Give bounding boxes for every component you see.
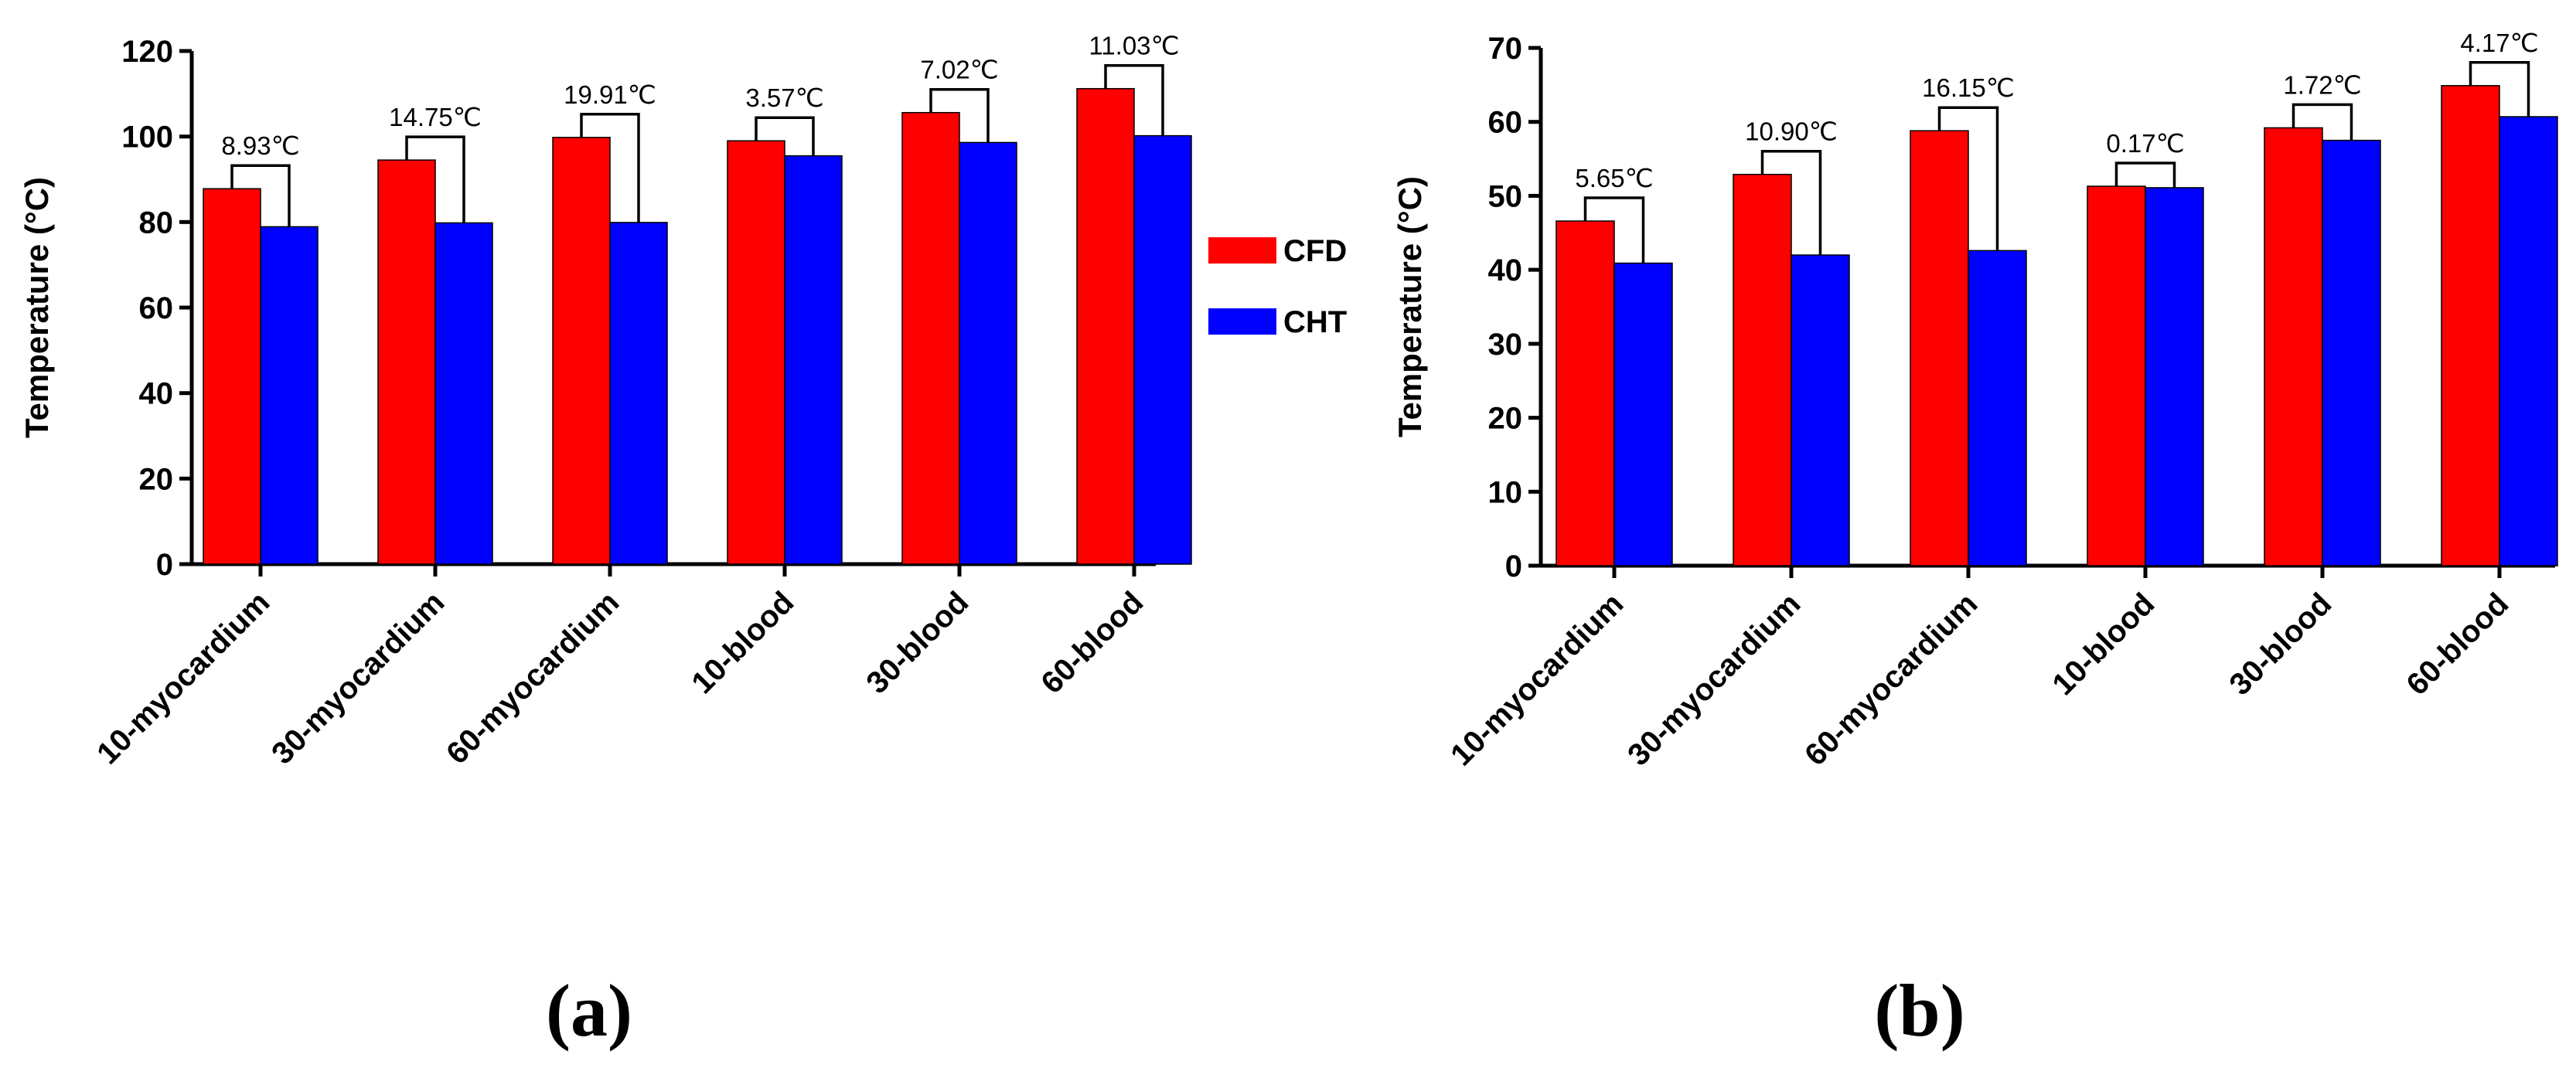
bar-cht <box>2145 187 2204 566</box>
y-tick-label: 120 <box>121 35 173 69</box>
bar-cfd <box>1076 87 1135 565</box>
panel-label-b: (b) <box>1874 969 1964 1052</box>
y-tick-label: 100 <box>121 121 173 155</box>
difference-label: 16.15℃ <box>1922 73 2015 102</box>
difference-bracket <box>1104 63 1164 136</box>
y-tick-label: 20 <box>139 462 174 496</box>
y-axis-label: Temperature (°C) <box>19 177 55 438</box>
legend: CFD CHT <box>1208 234 1347 339</box>
x-category-label: 10-myocardium <box>90 585 276 770</box>
chart-a: 0 20 40 60 80 100 120 Temperature (°C) 8.93℃ 10-m… <box>19 32 1192 770</box>
y-tick-label: 60 <box>1488 106 1523 140</box>
difference-bracket <box>230 164 291 227</box>
y-tick-label: 0 <box>1505 549 1522 583</box>
difference-bracket <box>1760 149 1822 255</box>
difference-label: 10.90℃ <box>1745 117 1838 146</box>
legend-label-cht: CHT <box>1283 305 1347 339</box>
bar-cht <box>260 226 319 565</box>
difference-bracket <box>2114 162 2176 188</box>
bar-cht <box>2322 139 2381 566</box>
bar-cht <box>959 141 1017 565</box>
difference-label: 14.75℃ <box>389 103 482 131</box>
difference-bracket <box>580 113 640 223</box>
legend-swatch-cht <box>1208 308 1276 335</box>
panel-label-a: (a) <box>546 969 632 1052</box>
bar-cht <box>1613 262 1673 566</box>
bar-cfd <box>2087 185 2146 566</box>
x-category-label: 30-blood <box>2223 587 2338 702</box>
difference-label: 5.65℃ <box>1575 164 1653 192</box>
difference-label: 0.17℃ <box>2106 129 2184 158</box>
difference-label: 11.03℃ <box>1089 32 1179 60</box>
y-tick-label: 70 <box>1488 32 1523 66</box>
legend-label-cfd: CFD <box>1283 234 1347 268</box>
x-category-label: 10-myocardium <box>1444 587 1630 772</box>
y-axis-label: Temperature (°C) <box>1392 176 1428 437</box>
y-tick-label: 50 <box>1488 179 1523 213</box>
difference-bracket <box>2469 61 2530 117</box>
bar-cfd <box>377 159 436 565</box>
bar-cht <box>1968 250 2027 566</box>
bar-cht <box>1133 134 1192 565</box>
x-category-label: 60-myocardium <box>440 585 625 770</box>
difference-bracket <box>1583 196 1645 264</box>
y-tick-label: 20 <box>1488 402 1523 436</box>
x-category-label: 60-myocardium <box>1798 587 1984 772</box>
y-tick-label: 0 <box>156 548 173 582</box>
difference-bracket <box>405 135 465 223</box>
difference-label: 7.02℃ <box>920 56 998 84</box>
bar-cfd <box>1733 173 1792 566</box>
bar-cht <box>784 155 843 565</box>
difference-bracket <box>2291 103 2353 141</box>
y-tick-label: 10 <box>1488 475 1523 509</box>
y-tick-label: 80 <box>139 206 174 240</box>
legend-swatch-cfd <box>1208 237 1276 264</box>
chart-b: 0 10 20 30 40 50 60 70 Temperature (°C) 5.65℃ 10-m… <box>1392 29 2558 772</box>
bar-cht <box>2499 116 2558 566</box>
y-tick-label: 30 <box>1488 328 1523 362</box>
y-tick-label: 40 <box>1488 253 1523 287</box>
bar-cfd <box>1555 220 1615 566</box>
x-category-label: 30-blood <box>860 585 975 700</box>
bar-cfd <box>1910 130 1969 566</box>
x-category-label: 60-blood <box>1034 585 1150 700</box>
x-category-label: 30-myocardium <box>265 585 451 770</box>
difference-label: 1.72℃ <box>2283 70 2361 99</box>
difference-bracket <box>929 87 990 143</box>
x-category-label: 10-blood <box>685 585 800 700</box>
difference-label: 4.17℃ <box>2460 29 2538 57</box>
bar-cht <box>609 222 668 565</box>
bar-cfd <box>552 137 611 565</box>
bar-cfd <box>727 140 785 565</box>
difference-label: 8.93℃ <box>221 131 299 160</box>
x-category-label: 10-blood <box>2046 587 2161 702</box>
difference-label: 19.91℃ <box>564 80 656 109</box>
x-category-label: 60-blood <box>2400 587 2515 702</box>
bar-cht <box>434 222 493 565</box>
bar-cfd <box>2264 127 2323 566</box>
bar-cht <box>1791 254 1850 566</box>
difference-bracket <box>755 116 815 156</box>
difference-label: 3.57℃ <box>745 83 823 112</box>
bar-cfd <box>901 111 960 565</box>
difference-bracket <box>1937 106 1999 251</box>
y-tick-label: 60 <box>139 291 174 325</box>
bar-cfd <box>203 188 261 565</box>
bar-cfd <box>2441 85 2500 566</box>
x-category-label: 30-myocardium <box>1621 587 1807 772</box>
y-tick-label: 40 <box>139 377 174 411</box>
